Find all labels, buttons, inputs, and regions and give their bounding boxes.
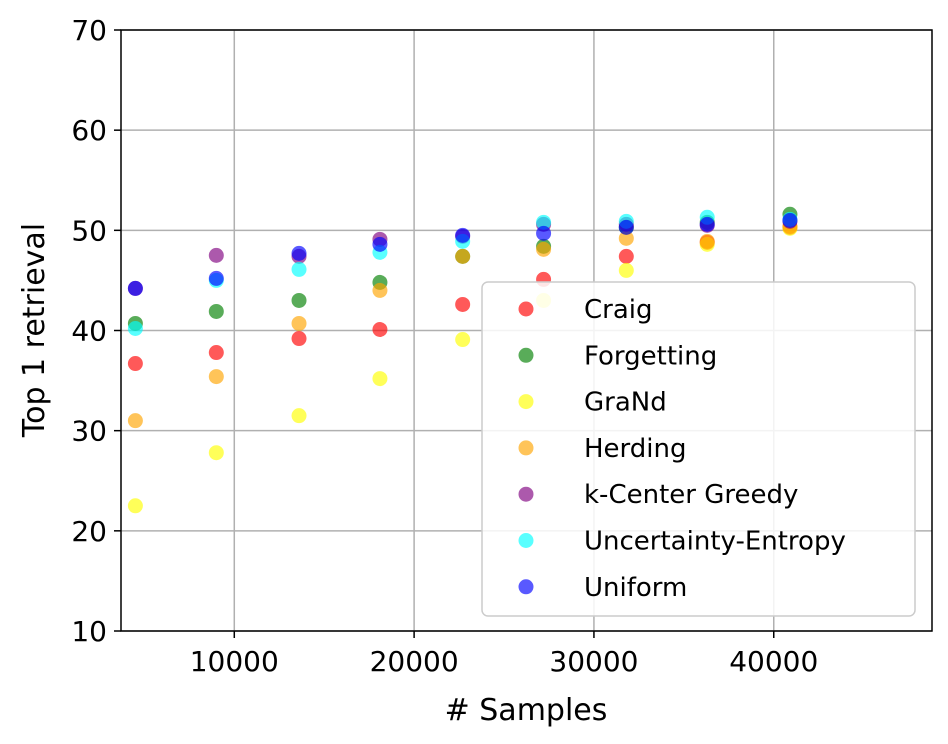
- legend-marker: [518, 394, 534, 410]
- data-point-grand: [618, 262, 634, 278]
- data-point-uncertainty-entropy: [127, 320, 143, 336]
- legend-label: Uncertainty-Entropy: [584, 527, 846, 557]
- data-point-forgetting: [291, 292, 307, 308]
- data-point-herding: [618, 230, 634, 246]
- data-point-herding: [372, 282, 388, 298]
- data-point-herding: [536, 241, 552, 257]
- legend-label: GraNd: [584, 388, 667, 418]
- legend: Craig Forgetting GraNd Herding k-Center Gree…: [481, 281, 916, 617]
- data-point-uncertainty-entropy: [536, 214, 552, 230]
- data-point-uniform: [618, 219, 634, 235]
- data-point-grand: [372, 371, 388, 387]
- data-point-craig: [208, 345, 224, 361]
- data-point-uniform: [536, 225, 552, 241]
- legend-marker: [518, 486, 534, 502]
- legend-label: Forgetting: [584, 341, 717, 371]
- data-point-uniform: [782, 212, 798, 228]
- data-point-craig: [618, 248, 634, 264]
- legend-label: Herding: [584, 434, 687, 464]
- legend-marker: [518, 301, 534, 317]
- legend-label: Uniform: [584, 573, 687, 603]
- y-tick-label: 70: [71, 14, 107, 47]
- x-tick-label: 40000: [729, 645, 818, 678]
- x-tick-label: 10000: [190, 645, 279, 678]
- legend-marker: [518, 533, 534, 548]
- data-point-herding: [291, 315, 307, 331]
- data-point-craig: [455, 296, 471, 312]
- legend-marker: [518, 347, 534, 363]
- y-tick-label: 50: [71, 214, 107, 247]
- data-point-craig: [127, 356, 143, 372]
- y-tick-label: 20: [71, 515, 107, 548]
- data-point-grand: [127, 498, 143, 514]
- data-point-uniform: [208, 270, 224, 286]
- data-points: [127, 206, 798, 514]
- data-point-grand: [291, 408, 307, 424]
- data-point-k-center-greedy: [208, 247, 224, 263]
- data-point-herding: [455, 248, 471, 264]
- data-point-craig: [372, 321, 388, 337]
- y-tick-label: 60: [71, 114, 107, 147]
- data-point-herding: [127, 413, 143, 429]
- data-point-uniform: [699, 216, 715, 232]
- data-point-uniform: [455, 227, 471, 243]
- y-tick-label: 10: [71, 615, 107, 648]
- y-axis-title: Top 1 retrieval: [17, 223, 52, 438]
- data-point-grand: [208, 445, 224, 461]
- legend-box: [481, 281, 916, 617]
- y-tick-label: 40: [71, 315, 107, 348]
- y-tick-label: 30: [71, 415, 107, 448]
- data-point-uniform: [291, 245, 307, 261]
- legend-marker: [518, 579, 534, 595]
- data-point-uniform: [372, 236, 388, 252]
- x-axis-title: # Samples: [445, 693, 608, 728]
- data-point-uniform: [127, 280, 143, 296]
- data-point-forgetting: [208, 303, 224, 319]
- data-point-uncertainty-entropy: [291, 261, 307, 277]
- data-point-herding: [699, 233, 715, 249]
- data-point-craig: [291, 331, 307, 347]
- x-tick-label: 30000: [549, 645, 638, 678]
- data-point-herding: [208, 369, 224, 385]
- axis-ticks: 10000 20000 30000 40000 10 20 30 40 50 60 70: [71, 14, 818, 678]
- legend-label: Craig: [584, 295, 653, 325]
- legend-marker: [518, 440, 534, 456]
- legend-label: k-Center Greedy: [584, 480, 798, 510]
- x-tick-label: 20000: [370, 645, 459, 678]
- data-point-grand: [455, 332, 471, 348]
